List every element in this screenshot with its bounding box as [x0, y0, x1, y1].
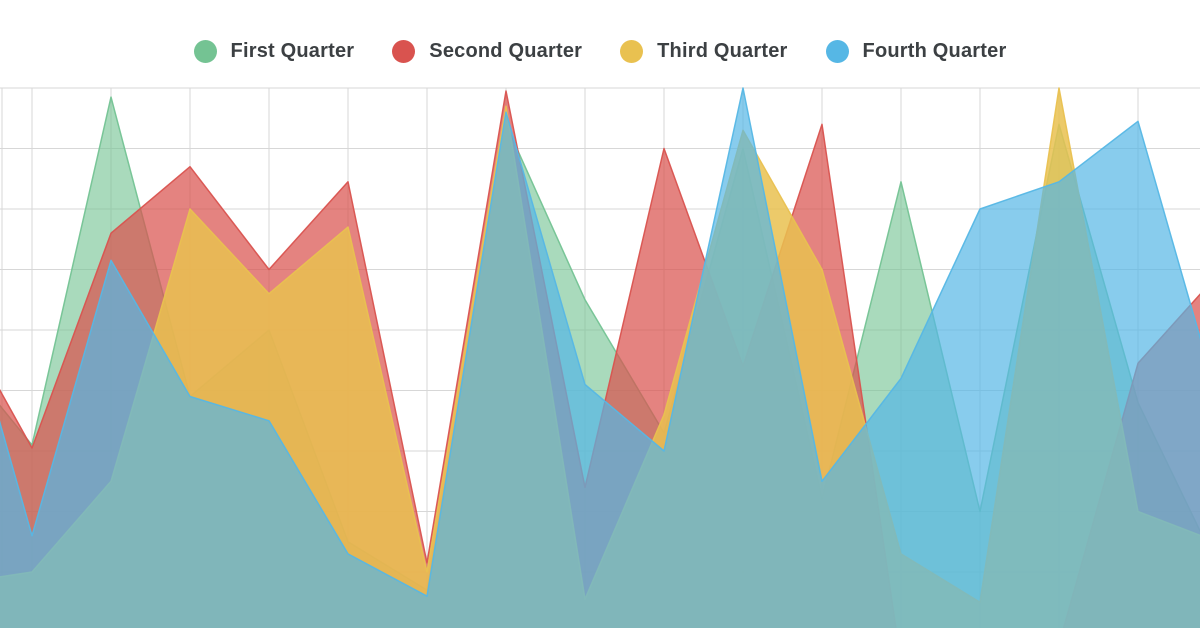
- legend-item-second-quarter[interactable]: Second Quarter: [392, 40, 582, 63]
- legend-label-fourth-quarter: Fourth Quarter: [862, 40, 1007, 62]
- legend-dot-first-quarter-icon: [193, 40, 217, 63]
- chart-legend: First Quarter Second Quarter Third Quart…: [0, 40, 1200, 63]
- legend-label-first-quarter: First Quarter: [230, 40, 355, 62]
- legend-label-second-quarter: Second Quarter: [429, 40, 583, 62]
- legend-item-third-quarter[interactable]: Third Quarter: [620, 40, 787, 63]
- area-series-layer: [0, 87, 1200, 628]
- legend-dot-second-quarter-icon: [392, 40, 416, 63]
- legend-item-fourth-quarter[interactable]: Fourth Quarter: [825, 40, 1007, 63]
- legend-dot-third-quarter-icon: [620, 40, 644, 63]
- area-fourth-quarter: [0, 87, 1200, 628]
- legend-dot-fourth-quarter-icon: [825, 40, 849, 63]
- legend-item-first-quarter[interactable]: First Quarter: [193, 40, 355, 63]
- legend-label-third-quarter: Third Quarter: [657, 40, 788, 62]
